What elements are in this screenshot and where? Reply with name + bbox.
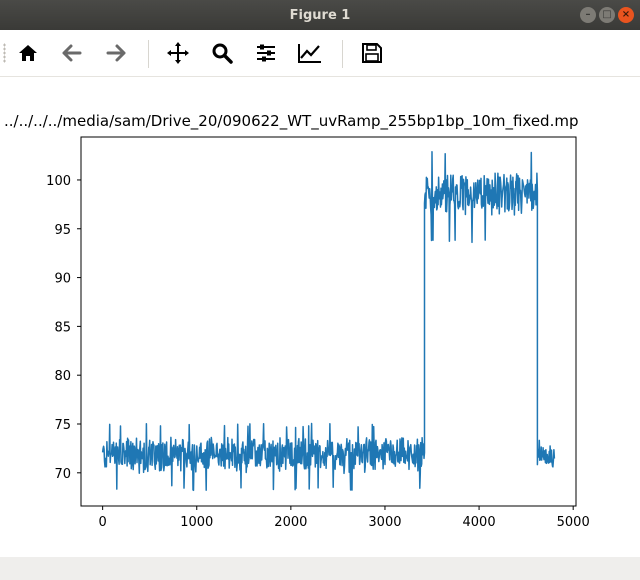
zoom-button[interactable] <box>206 38 238 68</box>
edit-axis-icon <box>298 44 321 63</box>
status-bar <box>0 557 640 580</box>
configure-subplots-button[interactable] <box>250 38 282 68</box>
maximize-icon[interactable]: □ <box>599 7 615 23</box>
configure-subplots-icon <box>257 44 275 62</box>
toolbar-separator <box>148 40 149 68</box>
save-button[interactable] <box>356 38 388 68</box>
series-line <box>101 151 556 492</box>
y-tick-label: 70 <box>54 467 71 482</box>
x-tick-label: 5000 <box>557 515 590 530</box>
y-tick-label: 95 <box>54 223 71 238</box>
home-button[interactable] <box>12 38 44 68</box>
x-tick-label: 4000 <box>463 515 496 530</box>
save-icon <box>362 43 382 63</box>
back-icon <box>62 44 82 62</box>
axis-ticks: 0 1000 2000 3000 4000 5000 70 75 80 85 90 95 100 <box>46 174 590 530</box>
window-title: Figure 1 <box>289 7 351 23</box>
y-tick-label: 80 <box>54 369 71 384</box>
navigation-toolbar <box>0 30 640 77</box>
forward-button[interactable] <box>100 38 132 68</box>
y-tick-label: 100 <box>46 174 71 189</box>
window-controls: – □ × <box>580 7 634 23</box>
window-titlebar: Figure 1 – □ × <box>0 0 640 30</box>
y-tick-label: 75 <box>54 418 71 433</box>
pan-icon <box>167 42 189 64</box>
chart-title: ../../../../media/sam/Drive_20/090622_WT… <box>4 112 579 130</box>
zoom-icon <box>212 43 233 64</box>
close-icon[interactable]: × <box>618 7 634 23</box>
line-chart[interactable]: 0 1000 2000 3000 4000 5000 70 75 80 85 90 95 100 <box>0 77 640 557</box>
y-tick-label: 85 <box>54 320 71 335</box>
y-tick-label: 90 <box>54 272 71 287</box>
x-tick-label: 1000 <box>180 515 213 530</box>
x-tick-label: 2000 <box>274 515 307 530</box>
back-button[interactable] <box>56 38 88 68</box>
pan-button[interactable] <box>162 38 194 68</box>
home-icon <box>19 45 37 61</box>
x-tick-label: 3000 <box>368 515 401 530</box>
x-tick-label: 0 <box>99 515 107 530</box>
forward-icon <box>106 44 126 62</box>
minimize-icon[interactable]: – <box>580 7 596 23</box>
edit-axis-button[interactable] <box>294 38 326 68</box>
toolbar-separator <box>342 40 343 68</box>
toolbar-grip-icon[interactable] <box>3 43 6 63</box>
